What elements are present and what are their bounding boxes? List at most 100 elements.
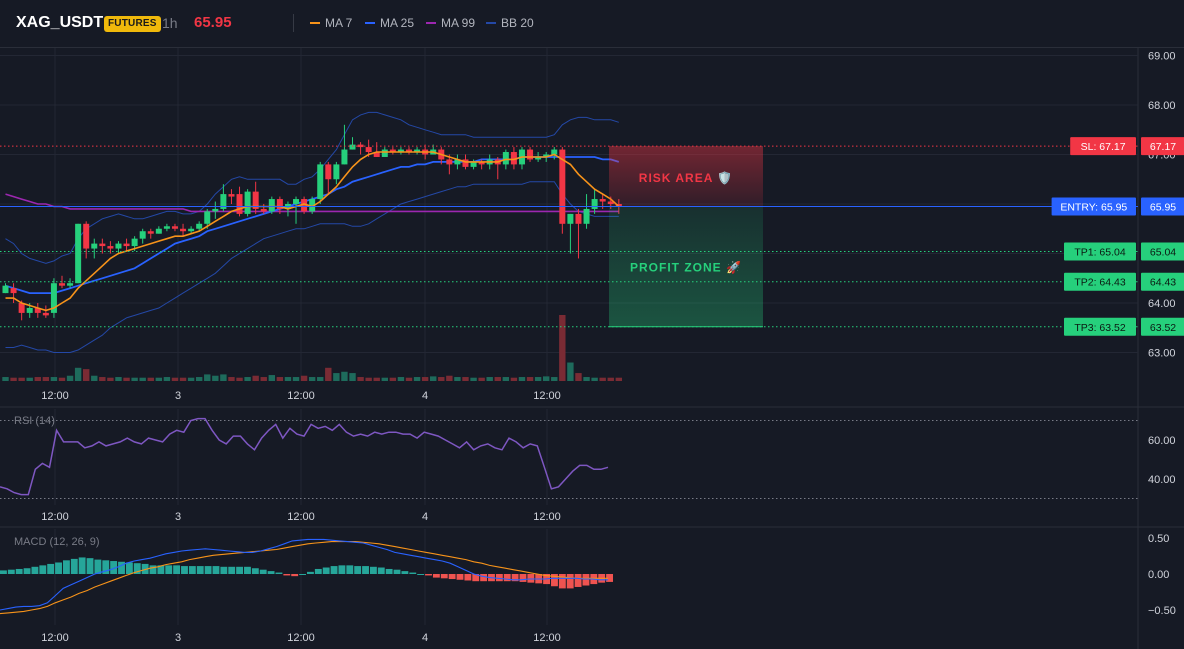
macd-tick-label: 0.00	[1148, 569, 1169, 581]
candle-body	[373, 152, 380, 157]
candle-body	[446, 159, 453, 165]
candle-body	[333, 164, 340, 180]
volume-bar	[365, 377, 372, 381]
time-tick-label: 12:00	[533, 511, 561, 523]
macd-histogram-bar	[31, 566, 39, 574]
last-price: 65.95	[194, 14, 232, 31]
time-tick-label: 12:00	[533, 632, 561, 644]
volume-bar	[292, 377, 300, 381]
macd-histogram-bar	[125, 562, 133, 574]
level-tag	[1064, 317, 1136, 336]
macd-histogram-bar	[212, 566, 220, 574]
candle-body	[115, 243, 122, 249]
time-tick-label: 12:00	[533, 390, 561, 402]
axis-price-tag-label: 63.52	[1150, 322, 1176, 334]
volume-bar	[26, 377, 33, 381]
candle-body	[551, 149, 558, 155]
candle-body	[50, 283, 57, 313]
legend-ma25[interactable]: MA 25	[365, 16, 414, 30]
macd-histogram-bar	[78, 557, 86, 574]
macd-histogram-bar	[511, 574, 519, 582]
candle-body	[67, 283, 74, 286]
volume-bar	[236, 377, 243, 381]
candle-body	[180, 228, 187, 232]
axis-price-tag-label: 65.95	[1150, 201, 1176, 213]
volume-bar	[91, 375, 98, 381]
legend-ma99-label: MA 99	[441, 16, 476, 30]
volume-bar	[42, 377, 50, 381]
macd-histogram-bar	[204, 566, 212, 574]
volume-bar	[50, 377, 58, 381]
candle-body	[260, 208, 267, 212]
volume-bar	[341, 371, 348, 381]
candle-body	[397, 149, 404, 153]
candle-body	[406, 149, 412, 153]
time-tick-label: 12:00	[41, 390, 69, 402]
volume-bar	[147, 377, 154, 381]
candle-body	[349, 144, 356, 150]
legend-ma7-label: MA 7	[325, 16, 353, 30]
macd-histogram-bar	[503, 574, 511, 582]
time-tick-label: 12:00	[287, 511, 315, 523]
macd-histogram-bar	[606, 574, 613, 582]
candle-body	[26, 307, 33, 313]
macd-histogram-bar	[102, 560, 110, 574]
legend-ma99[interactable]: MA 99	[426, 16, 475, 30]
macd-histogram-bar	[307, 571, 314, 574]
candle-body	[139, 231, 146, 239]
time-tick-label: 3	[175, 632, 181, 644]
candle-body	[414, 149, 421, 153]
candle-body	[188, 228, 195, 232]
volume-bar	[10, 377, 17, 381]
volume-bar	[349, 373, 356, 381]
volume-bar	[244, 377, 251, 381]
chart-header: XAG_USDT FUTURES 1h 65.95 MA 7 MA 25 MA …	[0, 0, 1184, 48]
legend-ma7[interactable]: MA 7	[310, 16, 352, 30]
macd-histogram-bar	[417, 574, 425, 575]
legend-bb20[interactable]: BB 20	[486, 16, 534, 30]
volume-bar	[131, 377, 138, 381]
macd-histogram-bar	[244, 566, 251, 574]
candle-body	[236, 194, 243, 214]
interval-label[interactable]: 1h	[162, 15, 178, 31]
macd-line	[0, 538, 608, 611]
ma25-swatch-icon	[365, 21, 375, 24]
volume-bar	[389, 377, 397, 381]
macd-histogram-bar	[165, 565, 173, 574]
symbol-name[interactable]: XAG_USDT	[16, 14, 104, 31]
candle-body	[163, 226, 170, 229]
macd-histogram-bar	[385, 568, 393, 574]
volume-bar	[171, 377, 179, 381]
time-tick-label: 4	[422, 390, 428, 402]
macd-histogram-bar	[377, 567, 385, 574]
macd-histogram-bar	[393, 569, 401, 574]
candle-body	[220, 194, 227, 209]
volume-bar	[325, 367, 332, 381]
macd-histogram-bar	[338, 565, 346, 574]
volume-bar	[454, 377, 461, 381]
macd-histogram-bar	[188, 566, 196, 574]
volume-bar	[66, 375, 74, 381]
macd-histogram-bar	[464, 574, 472, 581]
level-tag	[1064, 272, 1136, 291]
axis-price-tag-label: 67.17	[1150, 141, 1176, 153]
macd-histogram-bar	[0, 570, 7, 574]
macd-histogram-bar	[196, 566, 204, 574]
candle-body	[365, 147, 372, 153]
macd-histogram-bar	[7, 569, 15, 574]
axis-price-tag	[1141, 242, 1184, 261]
candle-body	[99, 243, 106, 247]
candle-body	[75, 223, 82, 284]
macd-histogram-bar	[173, 565, 181, 574]
level-tag-label: ENTRY: 65.95	[1060, 201, 1127, 213]
bb-lower-line	[5, 181, 619, 353]
profit-zone-label: PROFIT ZONE 🚀	[630, 260, 742, 274]
volume-bar	[18, 377, 25, 381]
macd-histogram-bar	[251, 568, 259, 574]
candle-body	[293, 199, 300, 204]
candle-body	[567, 213, 574, 224]
candle-body	[583, 208, 590, 224]
macd-histogram-bar	[181, 566, 188, 574]
volume-bar	[139, 377, 146, 381]
